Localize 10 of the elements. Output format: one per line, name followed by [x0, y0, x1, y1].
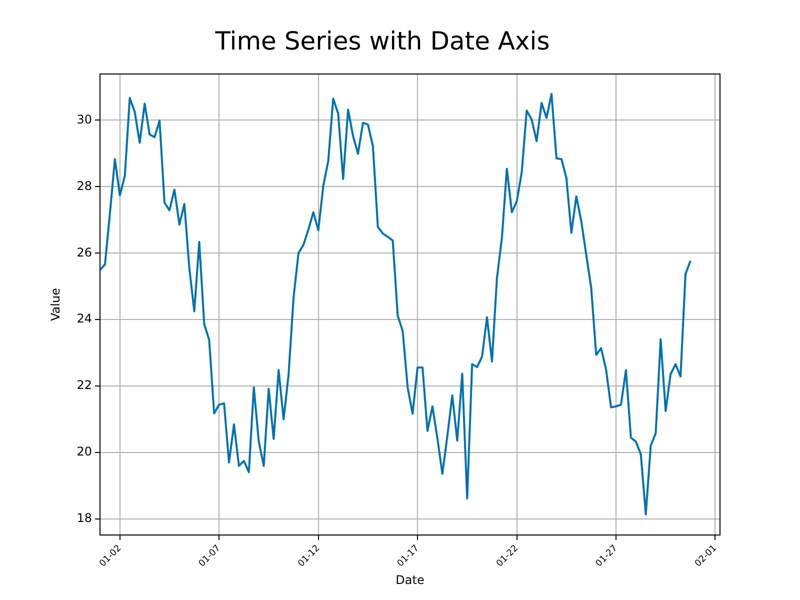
y-tick-label: 20	[76, 444, 92, 459]
y-tick-label: 24	[76, 312, 92, 326]
y-tick-label: 26	[76, 245, 92, 260]
y-tick-label: 22	[76, 378, 92, 392]
chart-title: Time Series with Date Axis	[214, 26, 550, 56]
x-axis-title: Date	[396, 572, 424, 587]
y-tick-label: 28	[76, 178, 92, 193]
y-tick-label: 18	[76, 511, 92, 526]
y-tick-label: 30	[76, 112, 92, 126]
y-axis-title: Value	[48, 288, 62, 321]
